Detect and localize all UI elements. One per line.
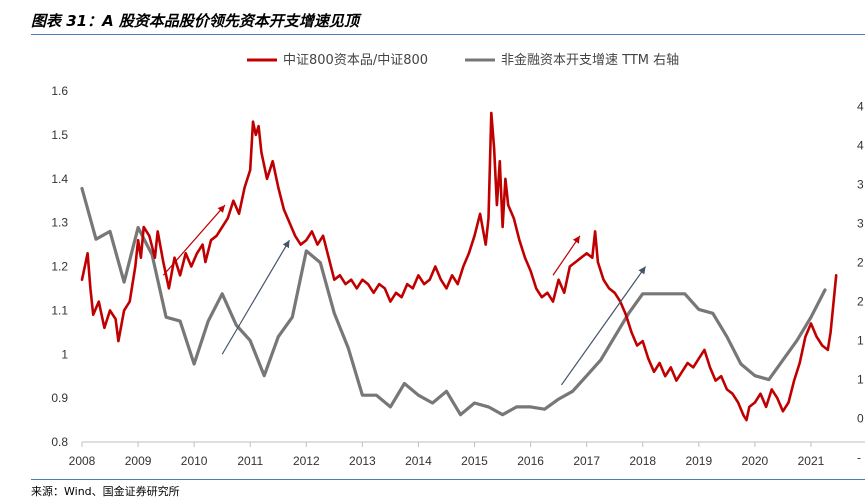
x-tick-label: 2009 <box>125 454 152 468</box>
y-left-tick-label: 1.6 <box>51 84 68 98</box>
legend: 中证800资本品/中证800 非金融资本开支增速 TTM 右轴 <box>247 52 679 68</box>
x-tick-label: 2012 <box>293 454 320 468</box>
y-left-tick-label: 1.1 <box>51 303 68 317</box>
y-axis-right: - 0 1 1 2 2 3 3 4 4 <box>857 100 864 465</box>
title-bar: 图表 31：A 股资本品股价领先资本开支增速见顶 <box>0 0 865 33</box>
x-tick-label: 2016 <box>517 454 544 468</box>
blue-trend-arrow <box>221 239 290 355</box>
red-trend-arrow <box>552 235 581 276</box>
source-note: 来源：Wind、国金证券研究所 <box>31 485 180 498</box>
chart-title: 图表 31：A 股资本品股价领先资本开支增速见顶 <box>31 12 359 30</box>
x-tick-label: 2014 <box>405 454 432 468</box>
y-left-tick-label: 1.3 <box>51 216 68 230</box>
y-left-tick-label: 1.2 <box>51 260 68 274</box>
red-trend-arrow <box>162 204 226 276</box>
x-tick-label: 2013 <box>349 454 376 468</box>
y-right-tick-label: 3 <box>857 178 864 192</box>
blue-trend-arrow <box>560 266 647 386</box>
x-tick-label: 2015 <box>461 454 488 468</box>
series-line-capex <box>80 186 827 417</box>
y-right-tick-label: 1 <box>857 373 864 387</box>
x-tick-label: 2019 <box>685 454 712 468</box>
legend-label-capital-goods: 中证800资本品/中证800 <box>283 53 428 68</box>
y-left-tick-label: 1.4 <box>51 172 68 186</box>
x-tick-label: 2017 <box>573 454 600 468</box>
x-tick-label: 2011 <box>237 454 263 468</box>
footer-rule <box>31 479 865 480</box>
y-right-tick-label: 2 <box>857 256 864 270</box>
series-line-capital-goods <box>80 111 838 422</box>
y-right-tick-label: 3 <box>857 217 864 231</box>
y-right-tick-label: 0 <box>857 412 864 426</box>
x-tick-label: 2010 <box>181 454 208 468</box>
x-tick-label: 2020 <box>742 454 769 468</box>
y-right-tick-label: - <box>857 451 861 465</box>
x-axis: 2008 2009 2010 2011 2012 2013 2014 2015 2016 2017… <box>69 442 825 468</box>
x-tick-label: 2008 <box>69 454 96 468</box>
series-layer <box>80 111 838 422</box>
x-tick-label: 2021 <box>798 454 825 468</box>
y-left-tick-label: 0.8 <box>51 435 68 449</box>
y-left-tick-label: 1.5 <box>51 128 68 142</box>
legend-label-capex: 非金融资本开支增速 TTM 右轴 <box>501 52 679 68</box>
y-right-tick-label: 1 <box>857 334 864 348</box>
title-rule <box>31 34 865 35</box>
y-right-tick-label: 4 <box>857 139 864 153</box>
x-tick-label: 2018 <box>629 454 656 468</box>
y-left-tick-label: 0.9 <box>51 391 68 405</box>
y-left-tick-label: 1 <box>61 347 68 361</box>
y-right-tick-label: 4 <box>857 100 864 114</box>
annotation-arrows <box>162 204 647 386</box>
y-right-tick-label: 2 <box>857 295 864 309</box>
y-axis-left: 0.8 0.9 1 1.1 1.2 1.3 1.4 1.5 1.6 <box>51 84 68 449</box>
